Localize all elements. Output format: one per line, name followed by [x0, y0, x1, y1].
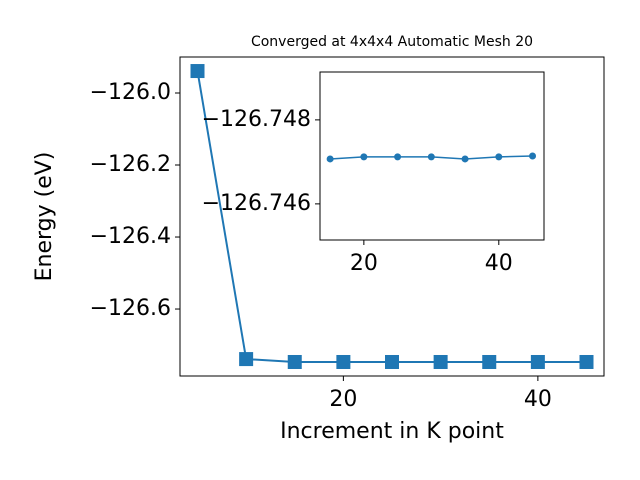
data-point [530, 354, 545, 369]
data-point [433, 354, 448, 369]
data-point [190, 64, 205, 79]
x-tick-label: 20 [329, 387, 357, 412]
data-point [287, 354, 302, 369]
data-point [495, 153, 503, 161]
data-point [529, 152, 537, 160]
data-point [482, 354, 497, 369]
x-tick-label: 20 [350, 251, 378, 276]
data-point [579, 354, 594, 369]
data-point [336, 354, 351, 369]
y-tick-label: −126.2 [90, 152, 171, 177]
data-point [326, 155, 334, 163]
chart-title: Converged at 4x4x4 Automatic Mesh 20 [251, 34, 533, 50]
x-axis-label: Increment in K point [280, 419, 504, 444]
y-tick-label: −126.746 [202, 191, 311, 216]
y-tick-label: −126.0 [90, 80, 171, 105]
y-tick-label: −126.6 [90, 296, 171, 321]
data-point [239, 352, 254, 367]
data-point [360, 153, 368, 161]
y-axis-label: Energy (eV) [32, 152, 57, 282]
data-point [427, 153, 435, 161]
data-point [461, 155, 469, 163]
y-tick-label: −126.4 [90, 224, 171, 249]
data-point [385, 354, 399, 369]
y-tick-label: −126.748 [202, 107, 311, 132]
data-point [394, 153, 402, 161]
x-tick-label: 40 [485, 251, 513, 276]
x-tick-label: 40 [524, 387, 552, 412]
